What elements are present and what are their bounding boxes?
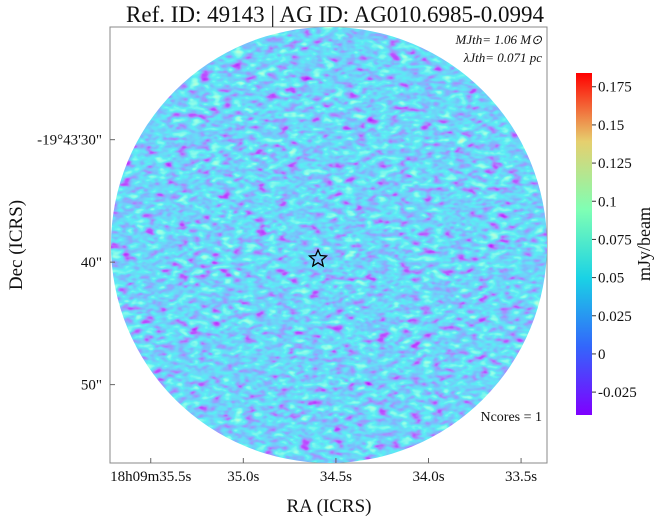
core-marker [308,248,328,268]
colorbar-tick-label: 0.05 [598,271,624,287]
colorbar-label: mJy/beam [634,207,654,281]
chart-title: Ref. ID: 49143 | AG ID: AG010.6985-0.099… [126,2,544,27]
colorbar-tick-label: 0 [598,347,606,363]
x-axis-label: RA (ICRS) [287,496,372,517]
x-tick-label: 35.0s [227,469,259,485]
colorbar-tick-label: 0.1 [598,194,617,210]
y-tick-label: 50" [81,378,102,394]
colorbar-tick-label: 0.175 [598,80,632,96]
x-tick-label: 34.5s [320,469,352,485]
y-tick-label: -19°43'30" [37,133,102,149]
y-axis-label: Dec (ICRS) [6,200,27,290]
colorbar-tick-label: 0.125 [598,156,632,172]
x-tick-label: 18h09m35.5s [110,469,191,485]
x-tick-label: 34.0s [412,469,444,485]
annotation: Ncores = 1 [480,410,542,425]
annotation: MJth= 1.06 M⊙ [455,32,543,47]
x-tick-label: 33.5s [505,469,537,485]
intensity-map [111,27,547,463]
colorbar-tick-label: 0.15 [598,118,624,134]
colorbar-tick-label: 0.025 [598,309,632,325]
colorbar [576,73,592,415]
colorbar-tick-label: 0.075 [598,232,632,248]
colorbar-tick-label: -0.025 [598,385,637,401]
image [111,27,547,463]
y-tick-label: 40" [81,255,102,271]
annotation: λJth= 0.071 pc [463,50,543,65]
